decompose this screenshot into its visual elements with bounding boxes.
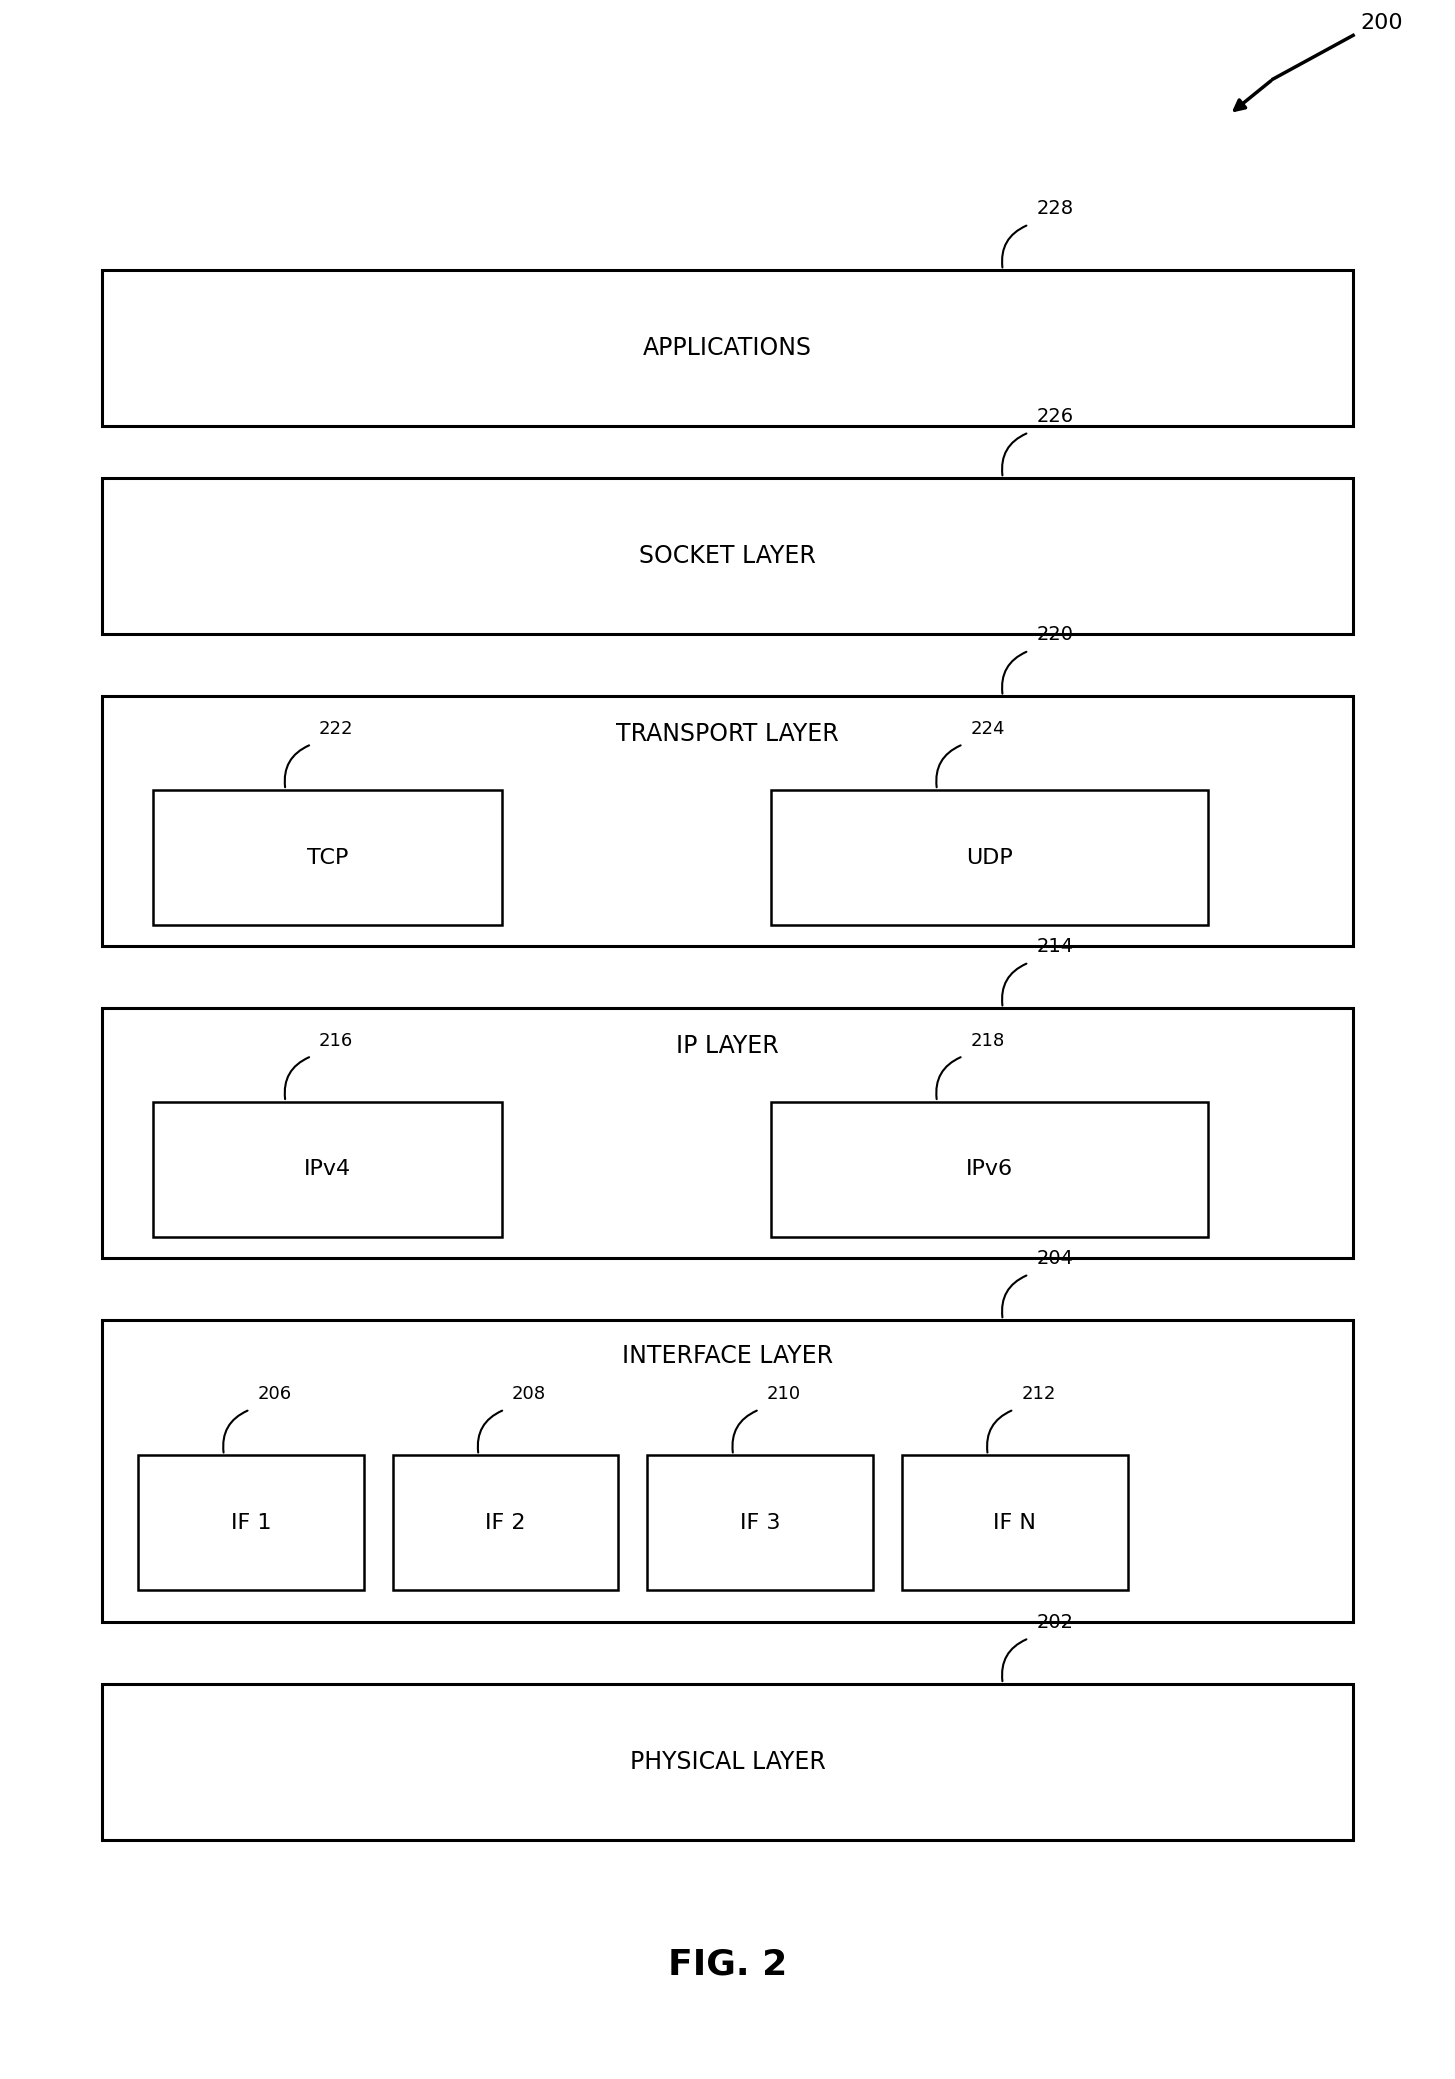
Text: APPLICATIONS: APPLICATIONS (643, 337, 812, 360)
Text: INTERFACE LAYER: INTERFACE LAYER (621, 1345, 834, 1368)
Bar (138, 1455, 364, 1590)
Text: IF 2: IF 2 (486, 1514, 525, 1532)
Text: 228: 228 (1036, 200, 1074, 218)
Text: 200: 200 (1360, 12, 1403, 33)
Text: 210: 210 (767, 1385, 800, 1403)
Bar (153, 1102, 502, 1237)
Text: UDP: UDP (966, 848, 1013, 867)
Text: IPv6: IPv6 (966, 1160, 1013, 1179)
Text: 202: 202 (1036, 1613, 1074, 1632)
Bar (153, 790, 502, 925)
Text: TCP: TCP (307, 848, 348, 867)
Text: IF 1: IF 1 (231, 1514, 271, 1532)
Bar (102, 270, 1353, 426)
Bar (102, 1320, 1353, 1622)
Text: 222: 222 (319, 719, 354, 738)
Bar (102, 1008, 1353, 1258)
Text: 212: 212 (1021, 1385, 1056, 1403)
Text: IF 3: IF 3 (741, 1514, 780, 1532)
Text: 220: 220 (1036, 626, 1074, 644)
Text: FIG. 2: FIG. 2 (668, 1948, 787, 1981)
Text: TRANSPORT LAYER: TRANSPORT LAYER (615, 721, 840, 746)
Text: 216: 216 (319, 1031, 354, 1050)
Bar (102, 1684, 1353, 1840)
Bar (102, 696, 1353, 946)
Bar (771, 1102, 1208, 1237)
Text: 204: 204 (1036, 1249, 1074, 1268)
Text: 218: 218 (970, 1031, 1005, 1050)
Text: SOCKET LAYER: SOCKET LAYER (639, 545, 816, 568)
Bar (102, 478, 1353, 634)
Text: 224: 224 (970, 719, 1005, 738)
Text: 214: 214 (1036, 938, 1074, 956)
Bar (647, 1455, 873, 1590)
Bar (771, 790, 1208, 925)
Text: IPv4: IPv4 (304, 1160, 351, 1179)
Text: IF N: IF N (994, 1514, 1036, 1532)
Bar (393, 1455, 618, 1590)
Bar (902, 1455, 1128, 1590)
Text: 206: 206 (258, 1385, 291, 1403)
Text: PHYSICAL LAYER: PHYSICAL LAYER (630, 1751, 825, 1773)
Text: 208: 208 (512, 1385, 546, 1403)
Text: 226: 226 (1036, 407, 1074, 426)
Text: IP LAYER: IP LAYER (677, 1033, 778, 1058)
